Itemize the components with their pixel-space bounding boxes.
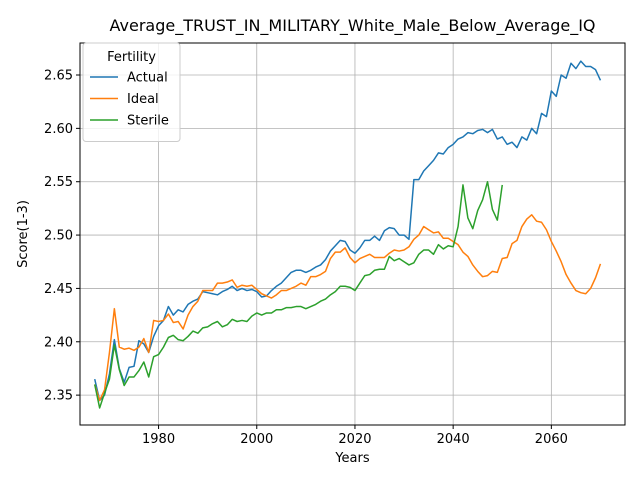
y-tick-label: 2.60 — [44, 122, 73, 137]
legend-label-sterile: Sterile — [127, 114, 169, 129]
y-tick-label: 2.55 — [44, 175, 73, 190]
grid — [80, 43, 625, 425]
y-tick-label: 2.35 — [44, 389, 73, 404]
y-tick-label: 2.45 — [44, 282, 73, 297]
legend-label-actual: Actual — [127, 71, 168, 86]
legend-title: Fertility — [107, 50, 156, 65]
x-tick-label: 2060 — [535, 432, 568, 447]
series-line-actual — [93, 60, 602, 402]
x-tick-label: 1980 — [142, 432, 175, 447]
chart-title: Average_TRUST_IN_MILITARY_White_Male_Bel… — [110, 16, 596, 36]
x-tick-label: 2020 — [338, 432, 371, 447]
series-line-sterile — [93, 180, 503, 409]
legend-label-ideal: Ideal — [127, 92, 159, 107]
y-tick-label: 2.50 — [44, 229, 73, 244]
x-axis-title: Years — [334, 451, 370, 466]
series-layer — [93, 60, 602, 409]
x-tick-label: 2000 — [240, 432, 273, 447]
legend-box — [82, 42, 181, 142]
y-tick-label: 2.65 — [44, 69, 73, 84]
series-line-ideal — [94, 214, 602, 402]
y-axis-title: Score(1-3) — [16, 200, 31, 268]
axis-ticks: 1980 2000 2020 2040 2060 2.35 2.40 2.45 2.50 2.55… — [44, 69, 568, 447]
legend: Fertility Actual Ideal Sterile — [82, 42, 181, 142]
x-tick-label: 2040 — [437, 432, 470, 447]
plot-frame — [79, 42, 626, 426]
y-tick-label: 2.40 — [44, 335, 73, 350]
